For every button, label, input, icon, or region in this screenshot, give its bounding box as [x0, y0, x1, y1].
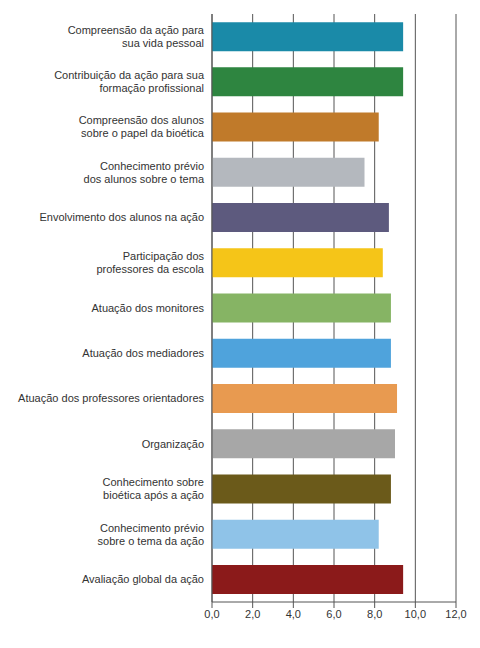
svg-text:6,0: 6,0 — [326, 608, 341, 620]
svg-text:4,0: 4,0 — [286, 608, 301, 620]
svg-text:0,0: 0,0 — [204, 608, 219, 620]
svg-text:Atuação dos professores orient: Atuação dos professores orientadores — [18, 392, 204, 404]
svg-text:Envolvimento dos alunos na açã: Envolvimento dos alunos na ação — [40, 211, 205, 223]
svg-text:Atuação dos mediadores: Atuação dos mediadores — [82, 347, 204, 359]
svg-text:Conhecimento préviosobre o tem: Conhecimento préviosobre o tema da ação — [98, 522, 204, 547]
svg-text:2,0: 2,0 — [245, 608, 260, 620]
svg-text:Conhecimento préviodos alunos: Conhecimento préviodos alunos sobre o te… — [84, 160, 205, 185]
svg-text:Contribuição da ação para suaf: Contribuição da ação para suaformação pr… — [54, 69, 205, 94]
svg-text:Compreensão da ação parasua vi: Compreensão da ação parasua vida pessoal — [68, 24, 205, 49]
svg-text:10,0: 10,0 — [405, 608, 426, 620]
svg-text:Compreensão dos alunossobre o: Compreensão dos alunossobre o papel da b… — [79, 114, 205, 139]
svg-text:12,0: 12,0 — [445, 608, 466, 620]
svg-text:Conhecimento sobrebioética apó: Conhecimento sobrebioética após a ação — [102, 476, 204, 501]
svg-text:Participação dosprofessores da: Participação dosprofessores da escola — [96, 250, 204, 275]
svg-text:Avaliação global da ação: Avaliação global da ação — [82, 573, 204, 585]
svg-text:8,0: 8,0 — [367, 608, 382, 620]
svg-text:Atuação dos monitores: Atuação dos monitores — [91, 302, 204, 314]
svg-text:Organização: Organização — [142, 438, 204, 450]
